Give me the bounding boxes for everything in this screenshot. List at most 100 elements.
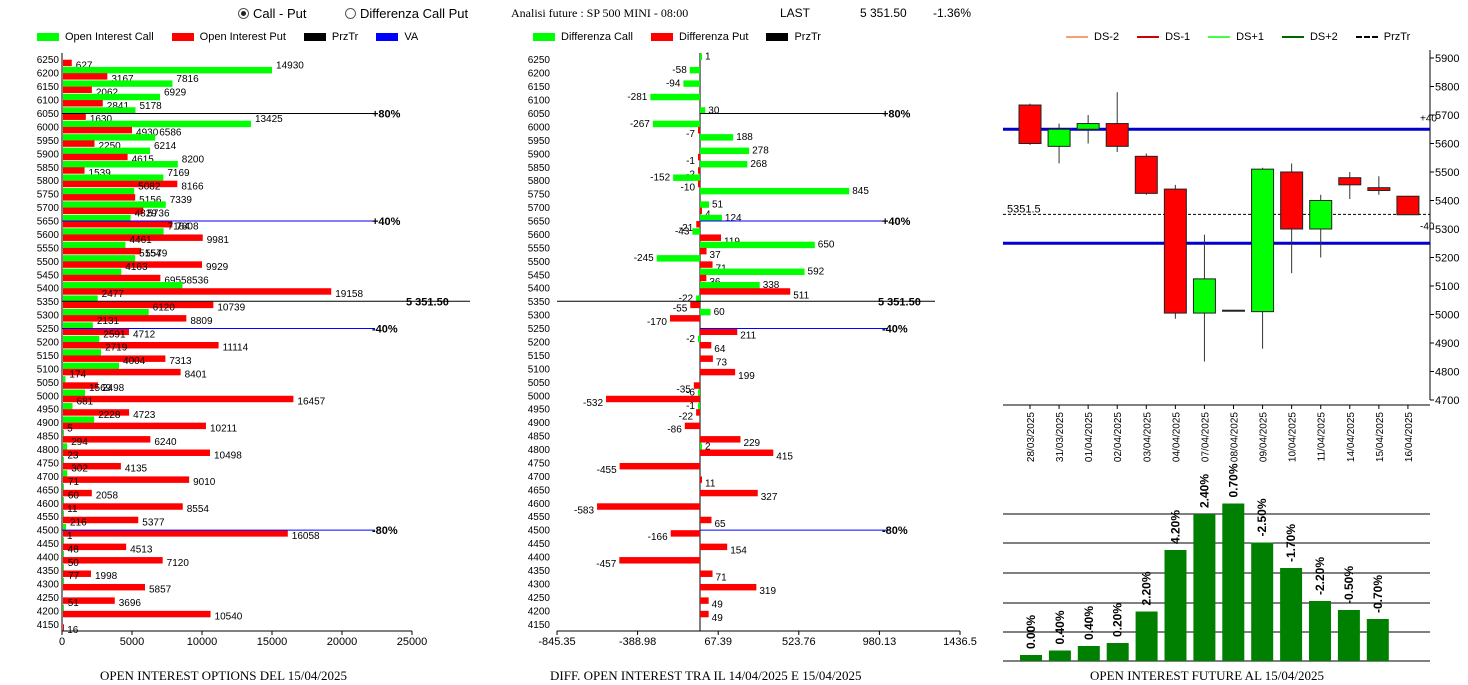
diff-put-bar <box>700 436 741 443</box>
diff-call-bar <box>700 214 722 222</box>
put-bar <box>63 221 173 228</box>
call-bar <box>63 66 273 74</box>
call-value-label: 7816 <box>176 74 199 85</box>
put-bar <box>63 194 136 201</box>
put-bar <box>63 328 129 336</box>
diff-call-value-label: -6 <box>686 388 695 399</box>
call-bar <box>63 376 66 383</box>
strike-tick-label: 5650 <box>528 217 551 228</box>
strike-tick-label: 4550 <box>528 512 551 523</box>
put-value-label: 11114 <box>223 343 249 354</box>
strike-tick-label: 4700 <box>37 472 60 483</box>
y-tick-label: 5400 <box>1435 196 1459 208</box>
put-value-label: 5857 <box>149 585 172 596</box>
oi-bar-label: -0.50% <box>1342 566 1356 604</box>
analysis-title: Analisi future : SP 500 MINI - 08:00 <box>511 6 689 20</box>
diff-call-bar <box>700 134 734 141</box>
put-value-label: 9981 <box>207 235 230 246</box>
call-bar <box>63 174 164 181</box>
call-bar <box>63 255 136 262</box>
put-value-label: 7120 <box>167 558 190 569</box>
candle-body <box>1338 177 1362 186</box>
date-tick-label: 11/04/2025 <box>1317 412 1328 462</box>
put-value-label: 1630 <box>90 114 113 125</box>
diff-call-bar <box>700 443 702 450</box>
oi-bar <box>1106 643 1129 661</box>
call-bar <box>63 483 64 491</box>
candle-body <box>1163 188 1187 314</box>
change-percent: -1.36% <box>933 6 972 20</box>
strike-tick-label: 5550 <box>528 243 551 254</box>
candle-body <box>1192 278 1216 314</box>
radio-differenza[interactable]: Differenza Call Put <box>345 6 468 21</box>
strike-tick-label: 5600 <box>37 230 60 241</box>
y-tick-label: 4700 <box>1435 395 1459 407</box>
level-label: -80% <box>882 525 908 537</box>
diff-put-bar <box>700 234 722 241</box>
level-label: +40% <box>882 216 911 228</box>
call-bar <box>63 523 67 531</box>
diff-call-bar <box>700 161 748 168</box>
call-value-label: 51 <box>68 598 80 609</box>
diff-call-value-label: 188 <box>736 132 753 143</box>
put-value-label: 6955 <box>164 276 187 287</box>
strike-tick-label: 5300 <box>528 311 551 322</box>
diff-put-value-label: -166 <box>648 532 668 543</box>
strike-tick-label: 4750 <box>37 458 60 469</box>
put-value-label: 10211 <box>210 423 238 434</box>
diff-call-value-label: 51 <box>712 199 724 210</box>
put-bar <box>63 489 92 497</box>
diff-put-bar <box>670 530 700 537</box>
date-tick-label: 03/04/2025 <box>1142 412 1153 462</box>
date-tick-label: 16/04/2025 <box>1404 412 1415 462</box>
radio-call-put[interactable]: Call - Put <box>238 6 306 21</box>
put-bar <box>63 597 115 604</box>
strike-tick-label: 4450 <box>528 539 551 550</box>
strike-tick-label: 6000 <box>37 122 60 133</box>
diff-put-bar <box>597 503 700 510</box>
diff-call-value-label: -2 <box>686 334 695 345</box>
strike-tick-label: 5500 <box>528 257 551 268</box>
call-bar <box>63 564 64 571</box>
put-bar <box>63 261 203 268</box>
strike-tick-label: 5150 <box>37 351 60 362</box>
candle-body <box>1222 309 1245 312</box>
strike-tick-label: 4600 <box>528 499 551 510</box>
put-bar <box>63 73 108 80</box>
put-bar <box>63 180 178 188</box>
diff-call-bar <box>700 241 815 249</box>
put-bar <box>63 409 130 416</box>
diff-call-value-label: 2 <box>705 441 711 452</box>
call-bar <box>63 470 68 477</box>
oi-bar <box>1020 655 1042 661</box>
strike-tick-label: 5750 <box>528 190 551 201</box>
strike-tick-label: 4850 <box>37 432 60 443</box>
strike-tick-label: 4300 <box>528 579 551 590</box>
diff-call-value-label: 278 <box>752 146 769 157</box>
put-value-label: 2250 <box>99 141 122 152</box>
call-bar <box>63 335 100 343</box>
strike-tick-label: 4450 <box>37 539 60 550</box>
diff-put-bar <box>700 342 712 349</box>
strike-tick-label: 6150 <box>528 82 551 93</box>
strike-tick-label: 4800 <box>37 445 60 456</box>
level-label: +80% <box>882 108 911 120</box>
level-label: -80% <box>372 525 398 537</box>
oi-bar <box>1077 646 1100 661</box>
call-value-label: 1 <box>67 531 73 542</box>
put-value-label: 5736 <box>147 208 170 219</box>
diff-put-bar <box>700 516 712 524</box>
call-value-label: 6214 <box>154 141 177 152</box>
oi-bar-label: 0.70% <box>1226 463 1240 497</box>
diff-call-bar <box>700 107 706 114</box>
strike-tick-label: 4900 <box>37 418 60 429</box>
oi-bar <box>1280 568 1303 661</box>
diff-call-value-label: -152 <box>650 173 670 184</box>
strike-tick-label: 4500 <box>37 526 60 537</box>
level-label: +40% <box>372 216 401 228</box>
call-value-label: 2228 <box>98 410 121 421</box>
diff-put-bar <box>690 301 700 309</box>
put-value-label: 2841 <box>107 101 130 112</box>
put-bar <box>63 207 144 215</box>
diff-put-value-label: -86 <box>667 425 682 436</box>
